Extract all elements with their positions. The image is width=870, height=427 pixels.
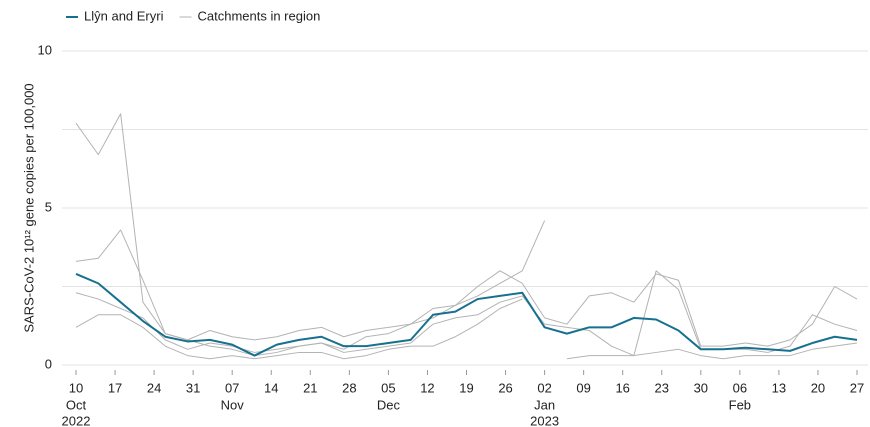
x-month-label: Nov (221, 397, 245, 412)
x-tick-label: 26 (498, 380, 512, 395)
x-tick-label: 17 (108, 380, 122, 395)
x-tick-label: 14 (264, 380, 278, 395)
catchment-line (75, 113, 546, 357)
x-tick-label: 07 (225, 380, 239, 395)
x-tick-label: 06 (733, 380, 747, 395)
catchment-line (75, 270, 858, 357)
legend-label: Llŷn and Eryri (84, 8, 164, 23)
x-tick-label: 30 (694, 380, 708, 395)
legend-label: Catchments in region (197, 8, 320, 23)
x-tick-label: 02 (537, 380, 551, 395)
x-month-label: Feb (729, 397, 751, 412)
x-month-label: Dec (377, 397, 401, 412)
y-tick-label: 0 (45, 356, 52, 371)
x-year-label: 2022 (62, 413, 91, 427)
x-tick-label: 09 (576, 380, 590, 395)
x-tick-label: 31 (186, 380, 200, 395)
x-month-label: Jan (534, 397, 555, 412)
catchment-line (75, 229, 858, 347)
x-tick-label: 16 (615, 380, 629, 395)
x-tick-label: 28 (342, 380, 356, 395)
x-month-label: Oct (66, 397, 87, 412)
x-tick-label: 12 (420, 380, 434, 395)
x-tick-label: 13 (772, 380, 786, 395)
x-tick-label: 19 (459, 380, 473, 395)
catchment-line (75, 298, 858, 360)
y-axis-label: SARS-CoV-2 10¹² gene copies per 100,000 (21, 83, 36, 332)
x-tick-label: 24 (147, 380, 161, 395)
y-tick-label: 5 (45, 199, 52, 214)
x-year-label: 2023 (530, 413, 559, 427)
y-tick-label: 10 (38, 42, 52, 57)
x-tick-label: 21 (303, 380, 317, 395)
x-tick-label: 10 (69, 380, 83, 395)
x-tick-label: 23 (655, 380, 669, 395)
x-tick-label: 05 (381, 380, 395, 395)
series-line (75, 273, 858, 357)
x-tick-label: 27 (850, 380, 864, 395)
x-tick-label: 20 (811, 380, 825, 395)
